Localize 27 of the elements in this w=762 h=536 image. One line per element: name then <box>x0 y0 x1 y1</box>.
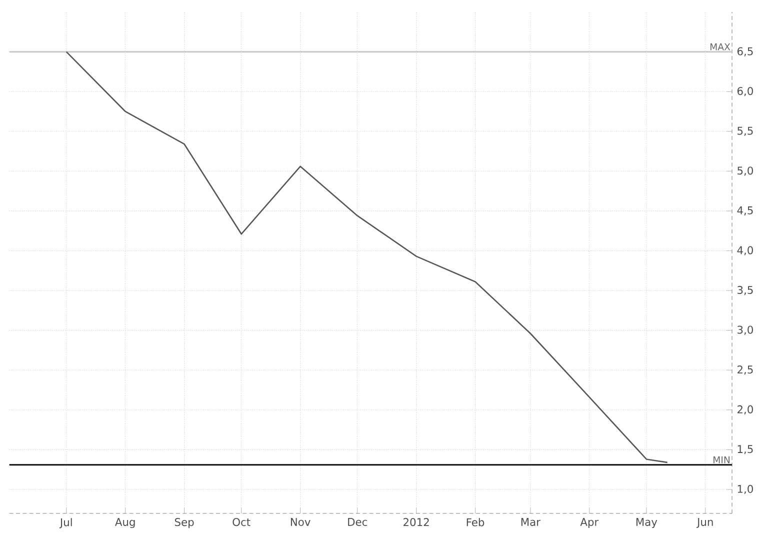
x-tick-label: Sep <box>174 518 194 528</box>
y-tick-label: 5,5 <box>738 126 753 136</box>
y-tick-label: 5,0 <box>738 166 753 176</box>
x-tick-label: May <box>636 518 658 528</box>
y-tick-label: 1,5 <box>738 445 753 454</box>
x-tick-label: Jun <box>696 518 713 528</box>
y-tick-label: 4,0 <box>737 246 753 256</box>
y-tick-label: 6,0 <box>737 86 753 96</box>
x-tick-label: Mar <box>521 518 540 526</box>
y-tick-label: 3,5 <box>738 286 753 296</box>
ref-line-label: MIN <box>714 456 730 464</box>
x-tick-label: Apr <box>580 518 599 528</box>
y-tick-label: 3,0 <box>738 326 753 335</box>
x-tick-label: Oct <box>232 518 250 526</box>
y-tick-label: 2,5 <box>738 366 753 375</box>
y-tick-label: 6,5 <box>737 47 753 56</box>
y-tick-label: 2,0 <box>738 405 753 414</box>
x-tick-label: Nov <box>290 518 310 526</box>
ref-line-label: MAX <box>710 43 730 50</box>
y-tick-label: 4,5 <box>737 206 753 216</box>
line-series <box>66 51 668 464</box>
x-tick-label: Jul <box>59 518 72 528</box>
x-tick-label: Dec <box>348 518 368 526</box>
x-tick-label: Feb <box>466 518 484 526</box>
x-tick-label: Aug <box>115 518 135 528</box>
x-tick-label: 2012 <box>404 518 429 526</box>
y-tick-label: 1,0 <box>738 484 753 494</box>
